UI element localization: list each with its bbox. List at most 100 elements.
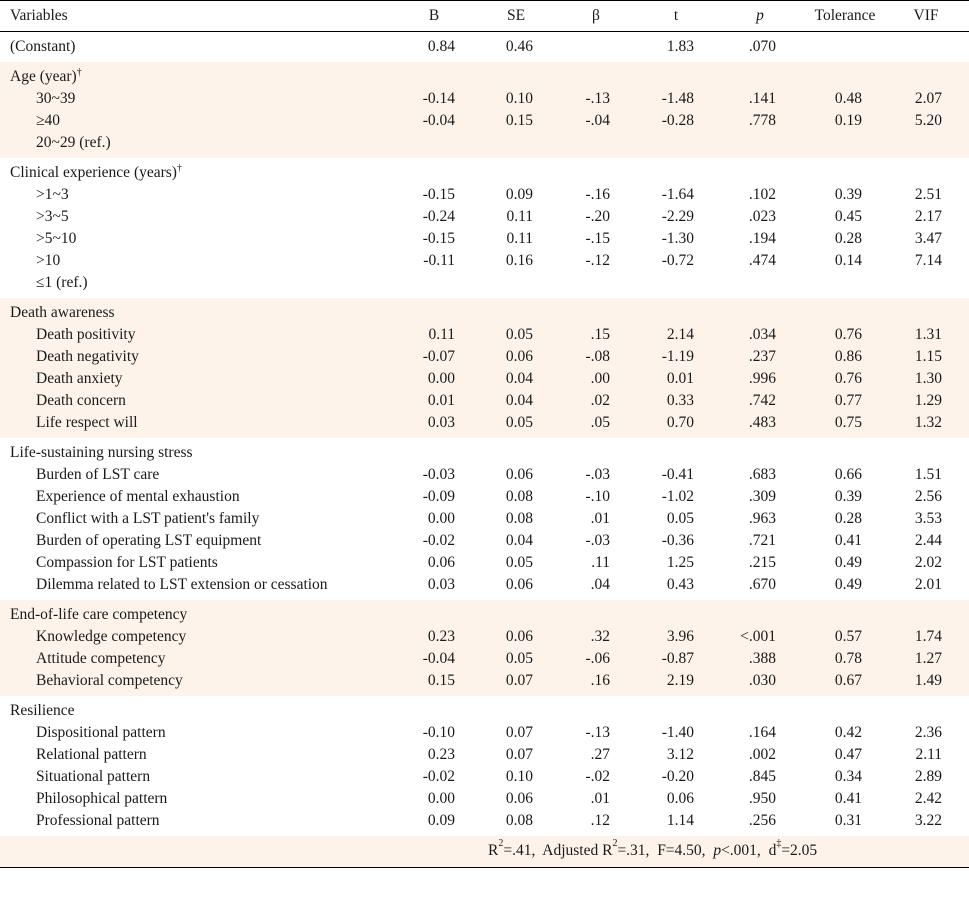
cell-b: -0.03 <box>385 464 455 486</box>
row-label: Situational pattern <box>36 766 150 788</box>
cell-p: .742 <box>706 390 776 412</box>
cell-beta: .32 <box>540 626 610 648</box>
cell-b: -0.11 <box>385 250 455 272</box>
cell-tol: 0.14 <box>792 250 862 272</box>
header-p: p <box>740 5 780 27</box>
cell-p: .070 <box>706 36 776 58</box>
cell-t: 0.70 <box>624 412 694 434</box>
cell-tol: 0.67 <box>792 670 862 692</box>
table-header: Variables B SE β t p Tolerance VIF <box>0 0 969 32</box>
cell-beta: .16 <box>540 670 610 692</box>
cell-vif: 1.49 <box>872 670 942 692</box>
cell-se: 0.05 <box>463 324 533 346</box>
cell-beta: -.20 <box>540 206 610 228</box>
table-row: Dispositional pattern-0.100.07-.13-1.40.… <box>0 722 969 744</box>
cell-t: -0.36 <box>624 530 694 552</box>
row-label: Burden of LST care <box>36 464 159 486</box>
group-title-text: End-of-life care competency <box>10 606 187 623</box>
cell-vif: 2.51 <box>872 184 942 206</box>
row-label: Death positivity <box>36 324 135 346</box>
table-row: 30~39-0.140.10-.13-1.48.1410.482.07 <box>0 88 969 110</box>
cell-t: 1.25 <box>624 552 694 574</box>
cell-t: 0.43 <box>624 574 694 596</box>
cell-beta: -.12 <box>540 250 610 272</box>
header-vif: VIF <box>906 5 946 27</box>
cell-p: .141 <box>706 88 776 110</box>
cell-t: -0.20 <box>624 766 694 788</box>
group-title: Age (year)† <box>10 66 82 88</box>
cell-b: 0.03 <box>385 574 455 596</box>
cell-vif: 2.42 <box>872 788 942 810</box>
cell-tol: 0.41 <box>792 530 862 552</box>
cell-se: 0.10 <box>463 88 533 110</box>
variable-group: End-of-life care competency Knowledge com… <box>0 600 969 696</box>
cell-p: .002 <box>706 744 776 766</box>
cell-b: 0.09 <box>385 810 455 832</box>
row-label: Experience of mental exhaustion <box>36 486 240 508</box>
row-label: >1~3 <box>36 184 69 206</box>
table-row: Experience of mental exhaustion-0.090.08… <box>0 486 969 508</box>
cell-b: -0.15 <box>385 184 455 206</box>
cell-vif: 7.14 <box>872 250 942 272</box>
cell-beta: .15 <box>540 324 610 346</box>
cell-se: 0.08 <box>463 508 533 530</box>
cell-se: 0.05 <box>463 552 533 574</box>
cell-vif: 2.36 <box>872 722 942 744</box>
cell-se: 0.11 <box>463 206 533 228</box>
cell-se: 0.05 <box>463 648 533 670</box>
table-row: Philosophical pattern0.000.06.010.06.950… <box>0 788 969 810</box>
cell-p: .194 <box>706 228 776 250</box>
cell-b: -0.10 <box>385 722 455 744</box>
cell-tol: 0.19 <box>792 110 862 132</box>
table-row: Professional pattern0.090.08.121.14.2560… <box>0 810 969 832</box>
cell-p: .670 <box>706 574 776 596</box>
group-title-text: Life-sustaining nursing stress <box>10 444 193 461</box>
cell-p: .474 <box>706 250 776 272</box>
cell-se: 0.08 <box>463 486 533 508</box>
cell-t: -0.41 <box>624 464 694 486</box>
cell-p: <.001 <box>706 626 776 648</box>
cell-tol: 0.39 <box>792 184 862 206</box>
group-title: Death awareness <box>10 302 115 324</box>
cell-tol: 0.31 <box>792 810 862 832</box>
cell-b: -0.04 <box>385 110 455 132</box>
cell-b: -0.04 <box>385 648 455 670</box>
group-title-text: Death awareness <box>10 304 115 321</box>
cell-p: .034 <box>706 324 776 346</box>
cell-t: 1.14 <box>624 810 694 832</box>
cell-tol: 0.86 <box>792 346 862 368</box>
cell-p: .845 <box>706 766 776 788</box>
dagger-mark: † <box>177 163 182 174</box>
cell-t: 2.14 <box>624 324 694 346</box>
cell-p: .778 <box>706 110 776 132</box>
cell-b: -0.14 <box>385 88 455 110</box>
cell-p: .309 <box>706 486 776 508</box>
cell-beta: -.10 <box>540 486 610 508</box>
row-label: (Constant) <box>10 36 75 58</box>
variable-group: ResilienceDispositional pattern-0.100.07… <box>0 696 969 836</box>
table-row: Knowledge competency0.230.06.323.96<.001… <box>0 626 969 648</box>
row-label: Burden of operating LST equipment <box>36 530 261 552</box>
row-label: 20~29 (ref.) <box>36 132 111 154</box>
cell-b: 0.15 <box>385 670 455 692</box>
cell-se: 0.07 <box>463 670 533 692</box>
cell-b: 0.84 <box>385 36 455 58</box>
cell-p: .950 <box>706 788 776 810</box>
cell-t: -1.30 <box>624 228 694 250</box>
cell-se: 0.04 <box>463 390 533 412</box>
cell-vif: 1.27 <box>872 648 942 670</box>
cell-vif: 1.31 <box>872 324 942 346</box>
header-tolerance: Tolerance <box>800 5 890 27</box>
table-row: >1~3-0.150.09-.16-1.64.1020.392.51 <box>0 184 969 206</box>
cell-p: .215 <box>706 552 776 574</box>
cell-beta: -.03 <box>540 464 610 486</box>
cell-p: .237 <box>706 346 776 368</box>
header-variables: Variables <box>10 5 68 27</box>
cell-vif: 2.44 <box>872 530 942 552</box>
cell-t: 1.83 <box>624 36 694 58</box>
cell-vif: 1.15 <box>872 346 942 368</box>
group-title-text: Clinical experience (years) <box>10 164 177 181</box>
constant-group: (Constant)0.840.461.83.070 <box>0 32 969 62</box>
cell-tol: 0.34 <box>792 766 862 788</box>
cell-t: 0.33 <box>624 390 694 412</box>
